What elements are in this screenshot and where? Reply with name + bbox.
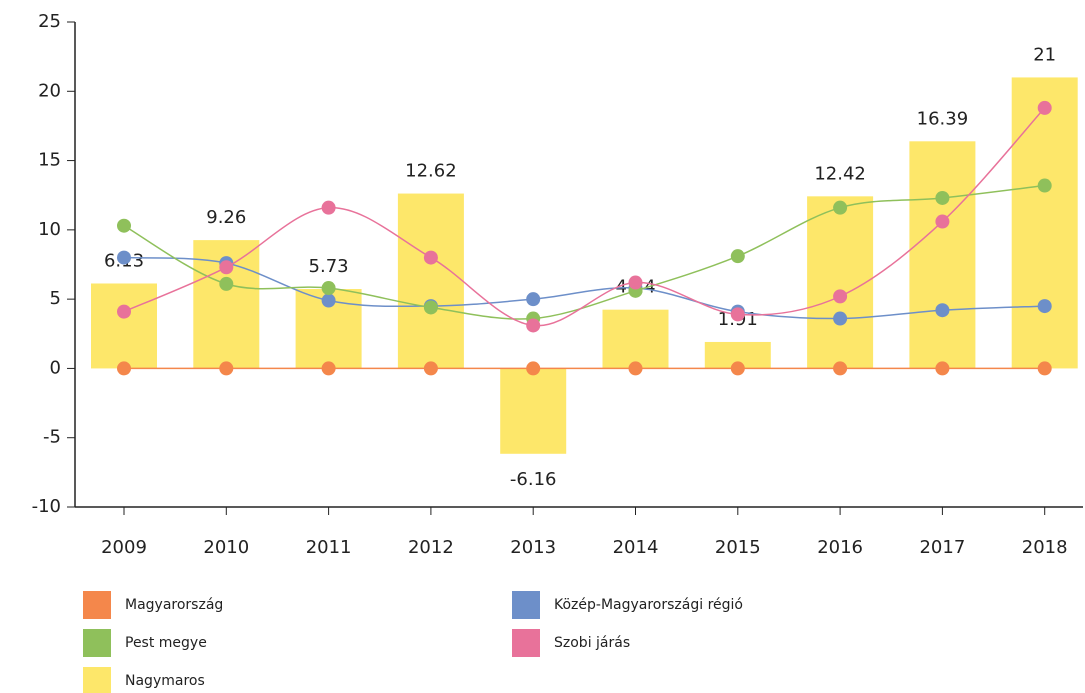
y-tick-label: 10 [38,219,61,240]
marker [833,311,848,326]
legend-swatch [83,667,111,693]
marker [1037,299,1052,314]
legend-label: Pest megye [125,635,207,651]
marker [526,318,541,333]
marker [1037,178,1052,193]
marker [1037,100,1052,115]
marker [526,361,541,376]
marker [1037,361,1052,376]
bar [807,196,874,369]
marker [117,304,131,319]
marker [935,361,950,376]
x-tick-label: 2015 [715,537,761,558]
x-tick-label: 2010 [203,537,249,558]
marker [628,361,643,376]
x-tick-label: 2011 [306,537,352,558]
legend-swatch [512,591,540,619]
data-label: 9.26 [206,207,246,228]
marker [423,361,438,376]
y-tick-label: 15 [38,150,61,171]
bar [91,283,157,369]
legend-swatch [83,591,111,619]
line [123,107,1046,327]
bar [602,309,669,369]
marker [730,361,745,376]
marker [833,200,848,215]
y-tick-label: 0 [50,357,61,378]
y-tick-label: 25 [38,11,61,32]
data-label: 12.62 [405,161,457,182]
legend-swatch [512,629,540,657]
legend-label: Szobi járás [554,635,630,651]
x-tick-label: 2017 [919,537,965,558]
x-tick-label: 2012 [408,537,454,558]
marker [117,361,131,376]
legend-label: Magyarország [125,597,223,613]
marker [219,260,234,275]
y-tick-label: 5 [50,288,61,309]
legend-swatch [83,629,111,657]
x-tick-label: 2016 [817,537,863,558]
x-tick-label: 2018 [1022,537,1068,558]
marker [423,300,438,315]
y-tick-label: -10 [32,496,61,517]
marker [833,289,848,304]
bar [397,193,464,369]
marker [526,292,541,307]
line [123,256,1045,320]
marker [321,281,336,296]
bar [500,368,567,454]
marker [423,250,438,265]
marker [935,190,950,205]
marker [321,361,336,376]
marker [219,361,234,376]
marker [321,293,336,308]
data-label: 5.73 [309,256,349,277]
x-tick-label: 2013 [510,537,556,558]
marker [730,307,745,322]
line [123,184,1045,320]
data-label: 21 [1033,44,1056,65]
y-tick-label: -5 [43,427,61,448]
marker [628,275,643,290]
marker [219,276,234,291]
marker [730,249,745,264]
marker [321,200,336,215]
marker [935,303,950,318]
x-tick-label: 2014 [613,537,659,558]
x-tick-label: 2009 [101,537,147,558]
marker [935,214,950,229]
y-tick-label: 20 [38,80,61,101]
marker [833,361,848,376]
data-label: 12.42 [814,163,866,184]
marker [117,218,131,233]
legend-label: Közép-Magyarországi régió [554,597,743,613]
marker [117,250,131,265]
data-label: 16.39 [917,108,969,129]
bar [909,141,976,369]
legend-label: Nagymaros [125,673,205,689]
data-label: -6.16 [510,469,557,490]
bar [1011,77,1078,369]
